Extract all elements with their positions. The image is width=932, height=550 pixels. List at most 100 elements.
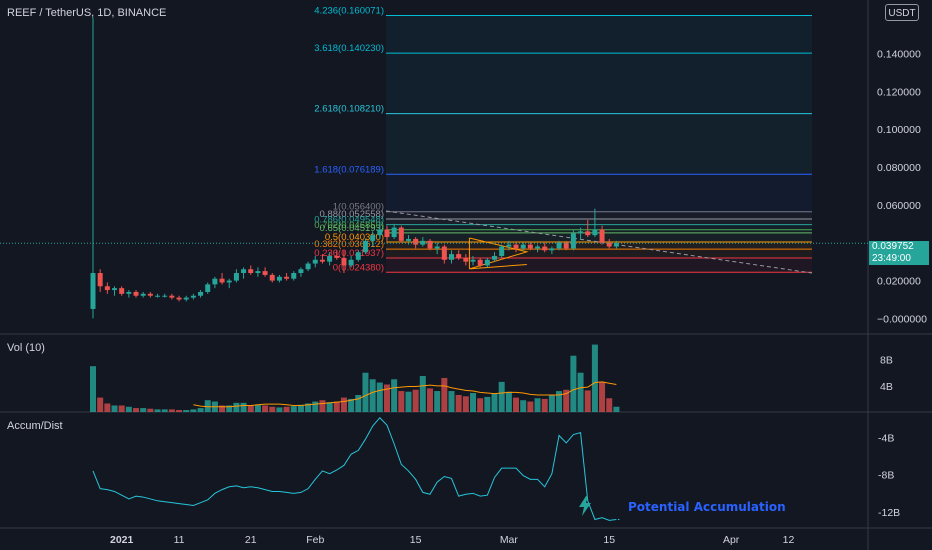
accum-dist-legend[interactable]: Accum/Dist	[7, 420, 63, 432]
volume-bar	[125, 406, 132, 412]
volume-bar	[376, 382, 383, 412]
fib-level-label: 1(0.056400)	[333, 202, 384, 213]
volume-bar	[577, 372, 584, 412]
volume-bar	[312, 401, 319, 412]
fib-zone	[386, 224, 812, 230]
volume-bar	[326, 402, 333, 412]
candle-body	[520, 244, 526, 249]
last-price-tag: 0.039752	[869, 241, 929, 253]
volume-bar	[405, 391, 412, 412]
candle-body	[176, 297, 182, 300]
candle-body	[420, 240, 426, 245]
volume-bar	[513, 397, 520, 412]
fib-level-label: 0.702(0.046859)	[314, 220, 384, 231]
volume-bar	[470, 393, 477, 412]
candle-body	[155, 295, 161, 297]
volume-bar	[290, 406, 297, 412]
volume-bar	[147, 408, 154, 412]
candle-body	[140, 293, 146, 296]
candle-body	[312, 259, 318, 264]
volume-bar	[104, 403, 111, 412]
fib-level-label: 0.5(0.040390)	[325, 232, 384, 243]
time-axis-tick: 15	[410, 534, 422, 546]
volume-bar	[297, 404, 304, 412]
volume-bar	[262, 405, 269, 412]
candle-body	[348, 259, 354, 266]
potential-accumulation-annotation: Potential Accumulation	[628, 500, 786, 514]
volume-bar	[161, 409, 168, 412]
fib-level-label: 3.618(0.140230)	[314, 43, 384, 54]
volume-bar	[477, 398, 484, 412]
candle-body	[477, 259, 483, 266]
volume-bar	[599, 381, 606, 412]
volume-bar	[534, 398, 541, 412]
volume-bar	[333, 401, 340, 412]
candle-body	[570, 233, 576, 249]
fib-zone	[386, 232, 812, 243]
volume-bar	[340, 397, 347, 412]
volume-bar	[584, 390, 591, 412]
volume-bar	[419, 376, 426, 412]
candle-body	[119, 288, 125, 294]
candle-body	[556, 242, 562, 249]
time-axis-tick: 21	[245, 534, 257, 546]
time-axis-tick: Feb	[306, 534, 324, 546]
candle-body	[542, 246, 548, 251]
symbol-legend[interactable]: REEF / TetherUS, 1D, BINANCE	[7, 7, 167, 19]
volume-bar	[462, 396, 469, 412]
volume-bar	[426, 388, 433, 412]
volume-bar	[168, 409, 175, 412]
candle-body	[405, 238, 411, 241]
candle-body	[362, 240, 368, 253]
volume-bar	[276, 407, 283, 412]
volume-bar	[391, 379, 398, 412]
candle-body	[370, 235, 376, 241]
volume-bar	[90, 366, 96, 412]
fib-level-label: 0.88(0.052558)	[320, 209, 384, 220]
triangle-pattern	[469, 237, 529, 270]
candle-body	[434, 246, 440, 249]
price-axis-tick: 0.020000	[877, 276, 921, 288]
candle-body	[391, 227, 397, 238]
price-axis-tick: 0.060000	[877, 200, 921, 212]
volume-bar	[283, 406, 290, 412]
candle-body	[355, 252, 361, 260]
candle-body	[441, 246, 447, 260]
candle-body	[162, 295, 168, 297]
candle-body	[535, 246, 541, 249]
candle-body	[291, 273, 297, 279]
volume-bar	[527, 401, 534, 412]
volume-bar	[563, 389, 570, 412]
volume-bar	[484, 396, 491, 412]
volume-bar	[183, 410, 190, 412]
candle-body	[262, 271, 268, 275]
countdown-tag: 23:49:00	[869, 253, 929, 265]
accum-axis-tick: -8B	[878, 470, 894, 482]
volume-bar	[348, 398, 355, 412]
fib-level-label: 0.786(0.049548)	[314, 215, 384, 226]
volume-bar	[154, 409, 161, 412]
volume-bar	[204, 400, 211, 412]
volume-bar	[491, 393, 498, 412]
volume-legend[interactable]: Vol (10)	[7, 342, 45, 354]
volume-ma-line	[193, 381, 617, 408]
volume-bar	[118, 405, 125, 412]
fib-zone	[386, 242, 812, 250]
candle-body	[219, 278, 225, 283]
fib-zone	[386, 15, 812, 54]
volume-bar	[226, 405, 233, 412]
volume-bar	[97, 397, 104, 412]
candle-body	[233, 273, 239, 281]
volume-bar	[520, 400, 527, 412]
volume-bar	[613, 406, 620, 412]
fib-zone	[386, 249, 812, 258]
candle-body	[205, 284, 211, 292]
volume-bar	[498, 381, 505, 412]
currency-button[interactable]: USDT	[885, 4, 919, 21]
volume-bar	[176, 410, 183, 412]
candle-body	[563, 242, 569, 249]
candle-body	[463, 257, 469, 262]
fib-level-label: 0.236(0.031937)	[314, 248, 384, 259]
price-axis-tick: 0.080000	[877, 162, 921, 174]
